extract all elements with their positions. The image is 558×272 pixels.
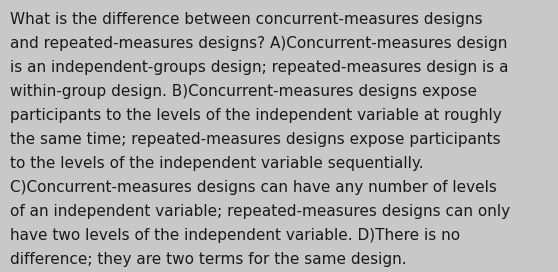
Text: the same time; repeated-measures designs expose participants: the same time; repeated-measures designs… [10,132,501,147]
Text: is an independent-groups design; repeated-measures design is a: is an independent-groups design; repeate… [10,60,508,75]
Text: to the levels of the independent variable sequentially.: to the levels of the independent variabl… [10,156,424,171]
Text: have two levels of the independent variable. D)There is no: have two levels of the independent varia… [10,228,460,243]
Text: of an independent variable; repeated-measures designs can only: of an independent variable; repeated-mea… [10,204,510,219]
Text: within-group design. B)Concurrent-measures designs expose: within-group design. B)Concurrent-measur… [10,84,477,99]
Text: What is the difference between concurrent-measures designs: What is the difference between concurren… [10,12,483,27]
Text: participants to the levels of the independent variable at roughly: participants to the levels of the indepe… [10,108,502,123]
Text: C)Concurrent-measures designs can have any number of levels: C)Concurrent-measures designs can have a… [10,180,497,195]
Text: difference; they are two terms for the same design.: difference; they are two terms for the s… [10,252,407,267]
Text: and repeated-measures designs? A)Concurrent-measures design: and repeated-measures designs? A)Concurr… [10,36,507,51]
